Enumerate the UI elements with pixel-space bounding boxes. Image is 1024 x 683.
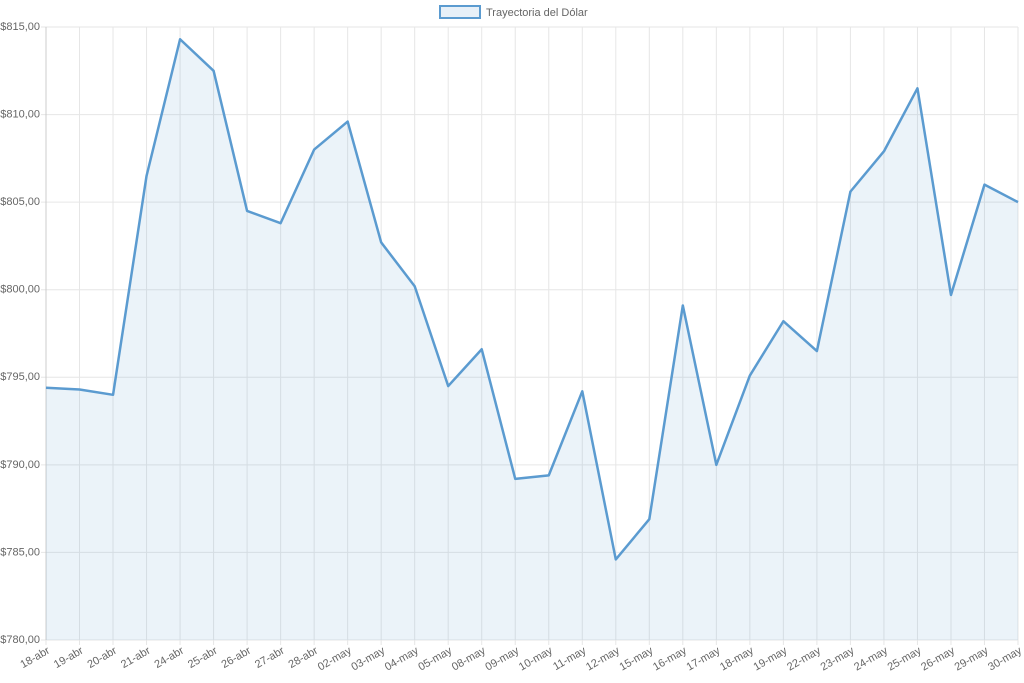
x-tick-label: 03-may bbox=[349, 644, 387, 673]
x-tick-label: 09-may bbox=[483, 644, 521, 673]
x-tick-label: 20-abr bbox=[85, 645, 119, 671]
y-tick-label: $800,00 bbox=[0, 284, 40, 296]
legend-label: Trayectoria del Dólar bbox=[486, 7, 588, 19]
x-tick-label: 22-may bbox=[785, 644, 823, 673]
y-tick-label: $785,00 bbox=[0, 546, 40, 558]
x-tick-label: 19-may bbox=[752, 644, 790, 673]
x-tick-label: 26-may bbox=[919, 644, 957, 673]
x-tick-label: 19-abr bbox=[52, 645, 86, 671]
x-tick-label: 25-may bbox=[886, 644, 924, 673]
x-tick-label: 17-may bbox=[685, 644, 723, 673]
x-tick-label: 28-abr bbox=[287, 645, 321, 671]
x-tick-label: 27-abr bbox=[253, 645, 287, 671]
x-tick-label: 30-may bbox=[986, 644, 1024, 673]
y-tick-label: $815,00 bbox=[0, 21, 40, 33]
y-tick-label: $805,00 bbox=[0, 196, 40, 208]
line bbox=[45, 38, 1019, 561]
x-tick-label: 12-may bbox=[584, 644, 622, 673]
x-tick-label: 24-may bbox=[852, 644, 890, 673]
x-tick-label: 02-may bbox=[316, 644, 354, 673]
legend-swatch[interactable] bbox=[439, 5, 481, 19]
x-tick-label: 15-may bbox=[617, 644, 655, 673]
x-tick-label: 23-may bbox=[819, 644, 857, 673]
x-tick-label: 24-abr bbox=[152, 645, 186, 671]
x-tick-label: 05-may bbox=[416, 644, 454, 673]
y-tick-label: $780,00 bbox=[0, 634, 40, 646]
y-tick-label: $810,00 bbox=[0, 108, 40, 120]
area bbox=[46, 39, 1018, 640]
x-tick-label: 25-abr bbox=[186, 645, 220, 671]
x-tick-label: 18-abr bbox=[18, 645, 52, 671]
x-tick-label: 29-may bbox=[953, 644, 991, 673]
y-tick-label: $795,00 bbox=[0, 371, 40, 383]
x-tick-label: 16-may bbox=[651, 644, 689, 673]
x-tick-label: 04-may bbox=[383, 644, 421, 673]
y-tick-label: $790,00 bbox=[0, 459, 40, 471]
x-tick-label: 26-abr bbox=[220, 645, 254, 671]
x-tick-label: 08-may bbox=[450, 644, 488, 673]
x-tick-label: 10-may bbox=[517, 644, 555, 673]
x-tick-label: 21-abr bbox=[119, 645, 153, 671]
x-tick-label: 11-may bbox=[551, 644, 588, 673]
x-tick-label: 18-may bbox=[718, 644, 756, 673]
